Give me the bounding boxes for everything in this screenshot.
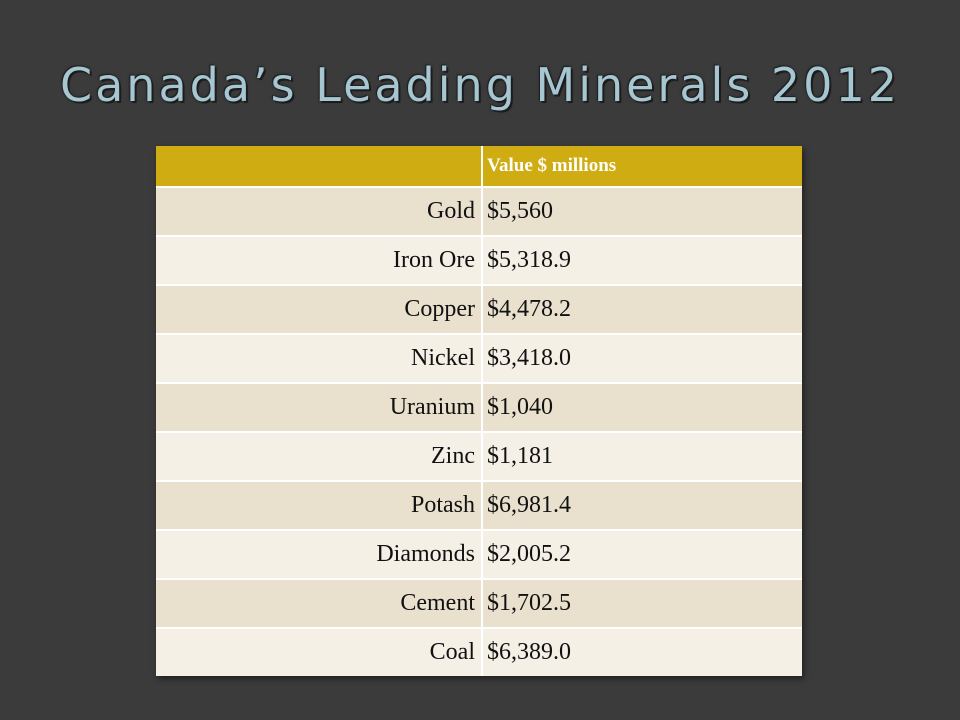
mineral-name-cell: Diamonds (156, 529, 483, 579)
mineral-name-cell: Nickel (156, 333, 483, 383)
table-header-row: Value $ millions (156, 146, 802, 187)
mineral-value-cell: $4,478.2 (482, 284, 802, 334)
minerals-table-container: Value $ millions Gold $5,560 Iron Ore $5… (156, 146, 802, 676)
table-row: Gold $5,560 (156, 186, 802, 236)
header-cell-value: Value $ millions (482, 146, 802, 187)
mineral-name-cell: Gold (156, 186, 483, 236)
mineral-value-cell: $6,389.0 (482, 627, 802, 676)
mineral-value-cell: $1,040 (482, 382, 802, 432)
mineral-name-cell: Coal (156, 627, 483, 676)
table-row: Zinc $1,181 (156, 431, 802, 481)
mineral-name-cell: Copper (156, 284, 483, 334)
mineral-name-cell: Zinc (156, 431, 483, 481)
table-row: Coal $6,389.0 (156, 627, 802, 676)
mineral-value-cell: $5,560 (482, 186, 802, 236)
mineral-value-cell: $1,702.5 (482, 578, 802, 628)
table-row: Uranium $1,040 (156, 382, 802, 432)
mineral-name-cell: Cement (156, 578, 483, 628)
table-row: Iron Ore $5,318.9 (156, 235, 802, 285)
mineral-name-cell: Potash (156, 480, 483, 530)
mineral-value-cell: $2,005.2 (482, 529, 802, 579)
mineral-name-cell: Uranium (156, 382, 483, 432)
table-row: Nickel $3,418.0 (156, 333, 802, 383)
mineral-value-cell: $3,418.0 (482, 333, 802, 383)
slide-title: Canada’s Leading Minerals 2012 (60, 58, 900, 112)
mineral-value-cell: $1,181 (482, 431, 802, 481)
table-row: Potash $6,981.4 (156, 480, 802, 530)
table-row: Diamonds $2,005.2 (156, 529, 802, 579)
mineral-value-cell: $5,318.9 (482, 235, 802, 285)
minerals-table: Value $ millions Gold $5,560 Iron Ore $5… (156, 146, 802, 676)
table-row: Cement $1,702.5 (156, 578, 802, 628)
mineral-value-cell: $6,981.4 (482, 480, 802, 530)
table-row: Copper $4,478.2 (156, 284, 802, 334)
header-cell-mineral (156, 146, 483, 187)
mineral-name-cell: Iron Ore (156, 235, 483, 285)
